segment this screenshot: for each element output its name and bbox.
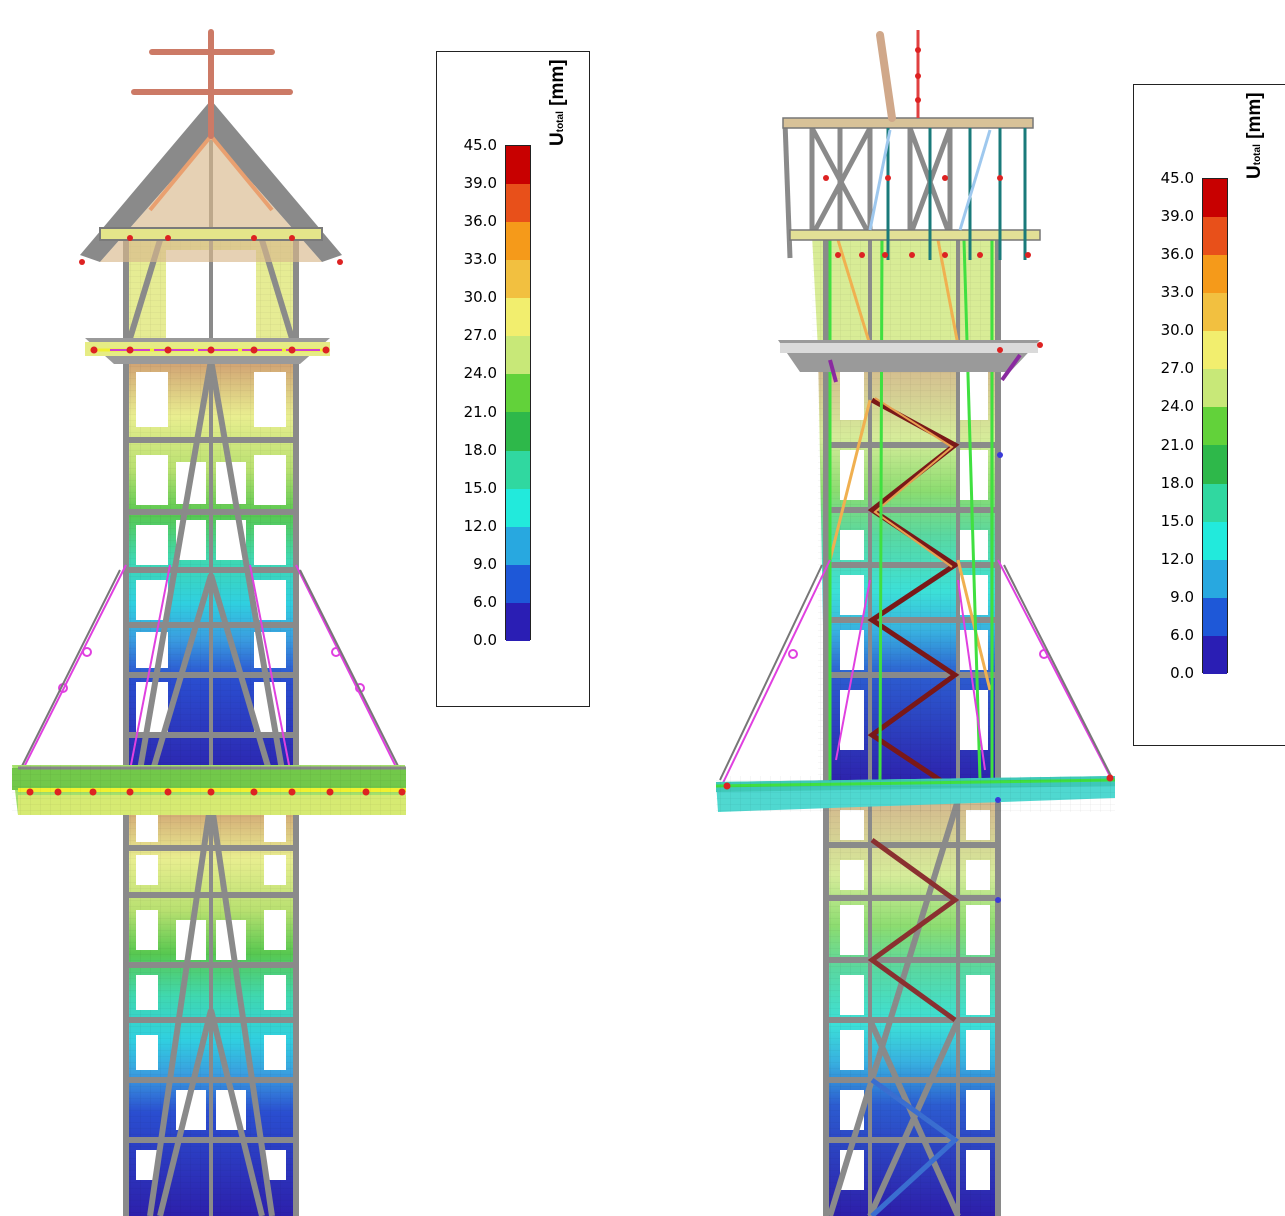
legend-color-swatch bbox=[1203, 293, 1227, 332]
legend-tick-label: 21.0 bbox=[463, 402, 497, 421]
tower-front-view bbox=[12, 29, 406, 1216]
legend-color-swatch bbox=[506, 526, 530, 565]
legend-color-swatch bbox=[1203, 407, 1227, 446]
legend-tick-label: 15.0 bbox=[1160, 511, 1194, 530]
legend-tick-label: 39.0 bbox=[463, 174, 497, 193]
legend-color-swatch bbox=[1203, 597, 1227, 636]
legend-tick-label: 45.0 bbox=[1160, 169, 1194, 187]
legend-color-swatch bbox=[1203, 331, 1227, 370]
legend-title: Utotal [mm] bbox=[547, 59, 568, 146]
legend-tick-label: 45.0 bbox=[463, 136, 497, 154]
legend-tick-label: 0.0 bbox=[473, 631, 497, 649]
legend-color-swatch bbox=[1203, 445, 1227, 484]
legend-color-swatch bbox=[506, 602, 530, 641]
legend-tick-label: 12.0 bbox=[463, 516, 497, 535]
legend-title: Utotal [mm] bbox=[1244, 92, 1265, 179]
legend-tick-label: 18.0 bbox=[1160, 473, 1194, 492]
legend-tick-label: 30.0 bbox=[463, 288, 497, 307]
legend-color-swatch bbox=[1203, 559, 1227, 598]
legend-color-swatch bbox=[506, 450, 530, 489]
legend-color-swatch bbox=[1203, 179, 1227, 218]
legend-tick-label: 24.0 bbox=[463, 364, 497, 383]
legend-color-swatch bbox=[506, 298, 530, 337]
legend-color-swatch bbox=[1203, 369, 1227, 408]
legend-tick-label: 27.0 bbox=[1160, 359, 1194, 378]
legend-color-swatch bbox=[1203, 255, 1227, 294]
legend-color-swatch bbox=[506, 146, 530, 185]
legend-color-swatch bbox=[1203, 635, 1227, 674]
legend-color-bar bbox=[1202, 178, 1228, 674]
legend-color-swatch bbox=[506, 336, 530, 375]
legend-tick-label: 9.0 bbox=[473, 554, 497, 573]
legend-color-swatch bbox=[506, 374, 530, 413]
legend-tick-label: 24.0 bbox=[1160, 397, 1194, 416]
legend-tick-label: 33.0 bbox=[463, 250, 497, 269]
legend-tick-label: 6.0 bbox=[1170, 625, 1194, 644]
legend-tick-label: 15.0 bbox=[463, 478, 497, 497]
legend-color-swatch bbox=[506, 412, 530, 451]
legend-tick-label: 0.0 bbox=[1170, 664, 1194, 682]
legend-tick-label: 6.0 bbox=[473, 592, 497, 611]
legend-color-swatch bbox=[506, 222, 530, 261]
legend-tick-label: 33.0 bbox=[1160, 283, 1194, 302]
legend-color-swatch bbox=[1203, 521, 1227, 560]
legend-tick-label: 12.0 bbox=[1160, 549, 1194, 568]
legend-color-swatch bbox=[506, 488, 530, 527]
legend-color-swatch bbox=[506, 184, 530, 223]
legend-tick-label: 9.0 bbox=[1170, 587, 1194, 606]
legend-tick-label: 21.0 bbox=[1160, 435, 1194, 454]
legend-color-bar bbox=[505, 145, 531, 641]
tower-side-view bbox=[715, 30, 1116, 1216]
legend-color-swatch bbox=[506, 564, 530, 603]
color-legend-left: Utotal [mm] 45.0 39.0 36.0 33.0 30.0 27.0 24.0… bbox=[436, 51, 590, 707]
legend-tick-label: 36.0 bbox=[463, 212, 497, 231]
legend-color-swatch bbox=[1203, 217, 1227, 256]
legend-tick-label: 18.0 bbox=[463, 440, 497, 459]
legend-color-swatch bbox=[1203, 483, 1227, 522]
legend-tick-label: 36.0 bbox=[1160, 245, 1194, 264]
color-legend-right: Utotal [mm] 45.0 39.0 36.0 33.0 30.0 27.0 24.0… bbox=[1133, 84, 1285, 746]
legend-tick-label: 39.0 bbox=[1160, 207, 1194, 226]
legend-tick-label: 30.0 bbox=[1160, 321, 1194, 340]
legend-tick-label: 27.0 bbox=[463, 326, 497, 345]
legend-color-swatch bbox=[506, 260, 530, 299]
